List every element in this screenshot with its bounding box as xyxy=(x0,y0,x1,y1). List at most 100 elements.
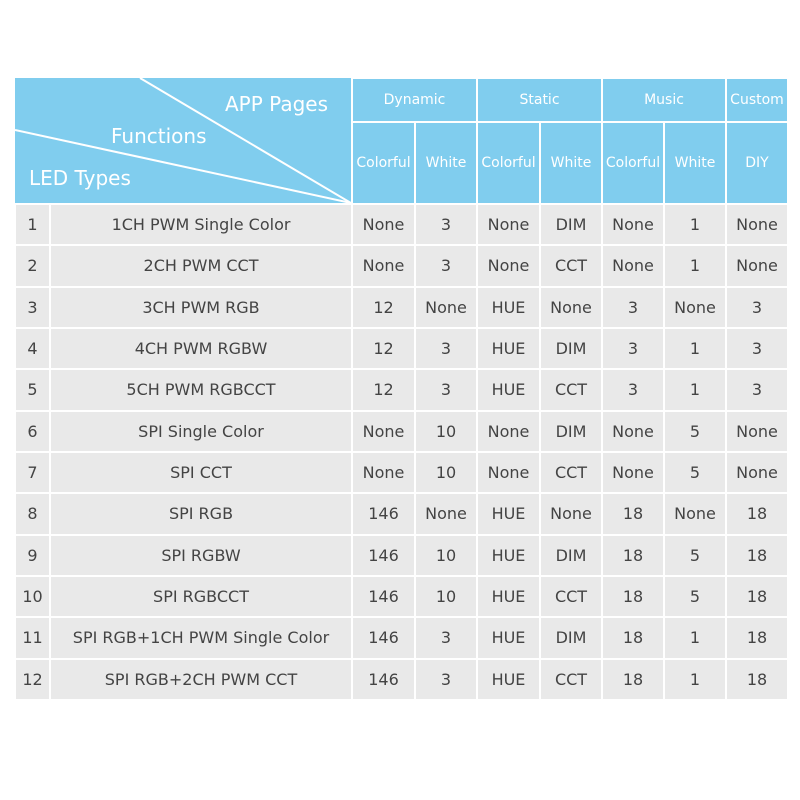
table-cell: DIM xyxy=(541,205,601,245)
group-header: Dynamic xyxy=(353,79,476,121)
table-cell: None xyxy=(727,453,787,493)
row-index: 9 xyxy=(16,535,49,575)
table-cell: None xyxy=(603,453,663,493)
table-cell: 18 xyxy=(727,535,787,575)
table-cell: 18 xyxy=(603,618,663,658)
table-cell: CCT xyxy=(541,246,601,286)
group-header: Music xyxy=(603,79,725,121)
table-cell: CCT xyxy=(541,370,601,410)
table-cell: 12 xyxy=(353,287,414,327)
table-cell: 18 xyxy=(603,659,663,699)
table-cell: None xyxy=(416,494,476,534)
led-type: 4CH PWM RGBW xyxy=(51,329,351,369)
table-cell: None xyxy=(416,287,476,327)
table-cell: None xyxy=(541,494,601,534)
row-index: 5 xyxy=(16,370,49,410)
table-cell: 12 xyxy=(353,329,414,369)
table-cell: 3 xyxy=(727,329,787,369)
table-cell: None xyxy=(603,246,663,286)
table-cell: None xyxy=(478,411,539,451)
table-cell: HUE xyxy=(478,494,539,534)
sub-header: Colorful xyxy=(478,123,539,203)
table-cell: DIM xyxy=(541,618,601,658)
row-index: 1 xyxy=(16,205,49,245)
table-cell: None xyxy=(665,494,725,534)
table-cell: 146 xyxy=(353,577,414,617)
table-cell: 1 xyxy=(665,659,725,699)
table-cell: 3 xyxy=(727,287,787,327)
row-index: 7 xyxy=(16,453,49,493)
table-cell: None xyxy=(727,411,787,451)
table-cell: 3 xyxy=(603,370,663,410)
table-cell: 1 xyxy=(665,329,725,369)
functions-label: Functions xyxy=(111,124,207,148)
table-cell: 1 xyxy=(665,370,725,410)
table-cell: DIM xyxy=(541,535,601,575)
led-type: SPI CCT xyxy=(51,453,351,493)
table-cell: 3 xyxy=(416,618,476,658)
table-cell: 5 xyxy=(665,411,725,451)
table-cell: HUE xyxy=(478,287,539,327)
table-cell: 3 xyxy=(416,246,476,286)
table-cell: 18 xyxy=(603,494,663,534)
table-cell: HUE xyxy=(478,370,539,410)
led-type: SPI RGBCCT xyxy=(51,577,351,617)
corner-cell: APP Pages Functions LED Types xyxy=(15,78,351,203)
led-type: 5CH PWM RGBCCT xyxy=(51,370,351,410)
row-index: 11 xyxy=(16,618,49,658)
table-cell: DIM xyxy=(541,411,601,451)
row-index: 6 xyxy=(16,411,49,451)
table-cell: None xyxy=(603,205,663,245)
table-cell: 3 xyxy=(416,329,476,369)
table-cell: None xyxy=(478,246,539,286)
led-type: SPI RGB+1CH PWM Single Color xyxy=(51,618,351,658)
table-cell: 3 xyxy=(416,205,476,245)
table-cell: None xyxy=(541,287,601,327)
led-type: SPI RGB xyxy=(51,494,351,534)
table-cell: HUE xyxy=(478,659,539,699)
table-cell: 18 xyxy=(603,577,663,617)
table-cell: HUE xyxy=(478,618,539,658)
table-cell: None xyxy=(727,205,787,245)
table-cell: 18 xyxy=(603,535,663,575)
table-cell: 18 xyxy=(727,618,787,658)
group-header: Custom xyxy=(727,79,787,121)
sub-header: Colorful xyxy=(603,123,663,203)
table-cell: 5 xyxy=(665,577,725,617)
table-cell: 146 xyxy=(353,535,414,575)
table-cell: None xyxy=(665,287,725,327)
table-cell: 18 xyxy=(727,494,787,534)
corner-diagonals xyxy=(15,78,351,203)
row-index: 8 xyxy=(16,494,49,534)
table-cell: None xyxy=(353,246,414,286)
table-cell: 18 xyxy=(727,659,787,699)
led-types-label: LED Types xyxy=(29,166,131,190)
table-cell: None xyxy=(353,205,414,245)
table-cell: 146 xyxy=(353,494,414,534)
table-cell: 10 xyxy=(416,411,476,451)
table-cell: None xyxy=(353,411,414,451)
table-cell: HUE xyxy=(478,329,539,369)
sub-header: White xyxy=(416,123,476,203)
led-type: SPI RGB+2CH PWM CCT xyxy=(51,659,351,699)
table-cell: 146 xyxy=(353,659,414,699)
table-cell: None xyxy=(353,453,414,493)
table-cell: 146 xyxy=(353,618,414,658)
table-cell: CCT xyxy=(541,453,601,493)
table-cell: 10 xyxy=(416,577,476,617)
sub-header: Colorful xyxy=(353,123,414,203)
row-index: 12 xyxy=(16,659,49,699)
sub-header: White xyxy=(541,123,601,203)
sub-header: White xyxy=(665,123,725,203)
table-cell: None xyxy=(478,453,539,493)
table-cell: None xyxy=(603,411,663,451)
table-cell: None xyxy=(478,205,539,245)
table-cell: CCT xyxy=(541,659,601,699)
sub-header: DIY xyxy=(727,123,787,203)
table-cell: CCT xyxy=(541,577,601,617)
table-cell: 10 xyxy=(416,453,476,493)
table-cell: 18 xyxy=(727,577,787,617)
table-cell: 3 xyxy=(416,659,476,699)
led-type: SPI RGBW xyxy=(51,535,351,575)
